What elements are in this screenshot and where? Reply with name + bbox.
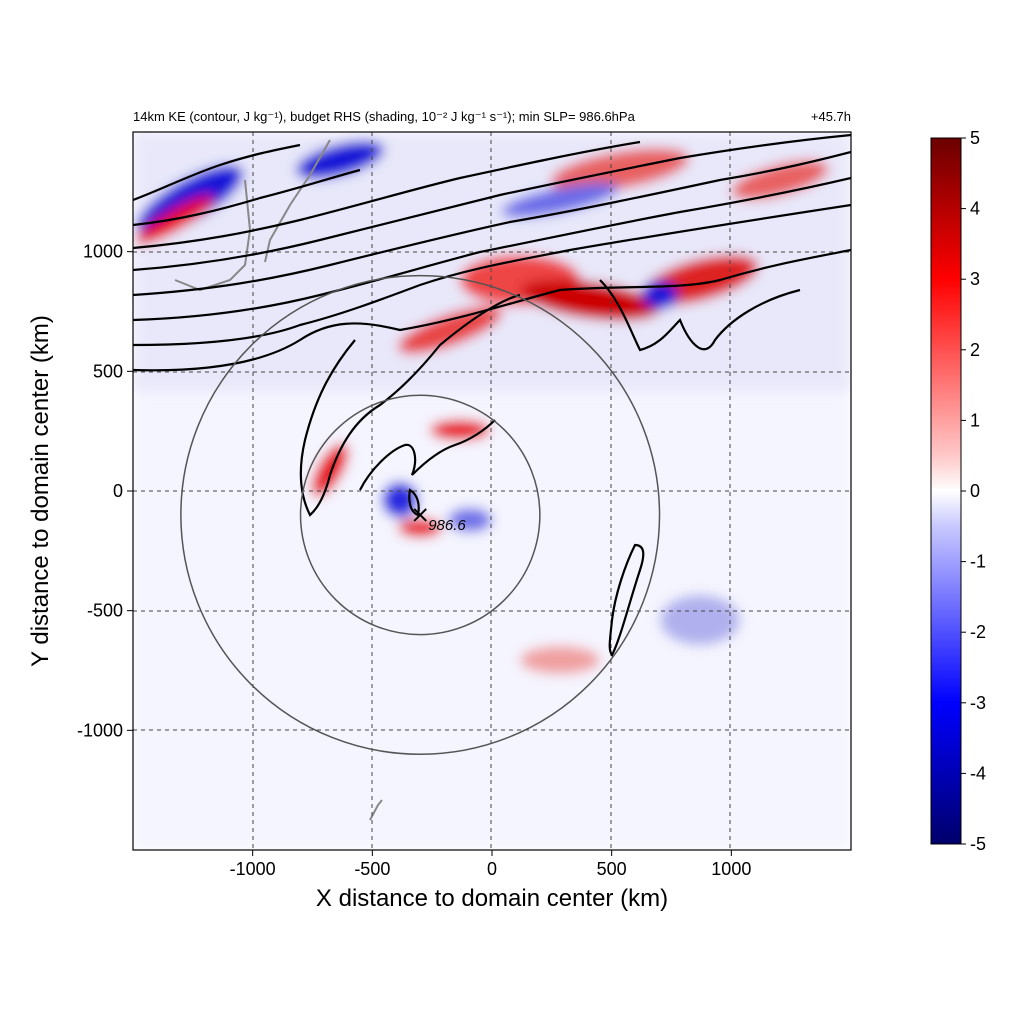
radius-ring (180, 274, 661, 756)
colorbar-tick-label: 5 (970, 128, 980, 148)
ke-contour-3 (133, 176, 851, 322)
ke-contour-2 (133, 203, 851, 347)
y-tick-label: 500 (93, 361, 123, 381)
colorbar-tick-label: -2 (970, 622, 986, 642)
ke-contour-spiral-inner (359, 419, 496, 491)
colorbar-ticks: 5 4 3 2 1 0 -1 -2 -3 -4 -5 (961, 128, 986, 854)
radius-ring (299, 394, 541, 636)
x-tick-label: -500 (354, 859, 390, 879)
y-axis-title: Y distance to domain center (km) (27, 315, 54, 667)
colorbar-tick-label: 2 (970, 340, 980, 360)
radius-rings (180, 274, 661, 756)
storm-center-marker (413, 508, 427, 522)
shading-red-south (520, 646, 600, 674)
y-tick-label: 0 (113, 481, 123, 501)
x-tick-label: 500 (597, 859, 627, 879)
colorbar-tick-label: 4 (970, 199, 980, 219)
shading-red-jet-2 (520, 279, 660, 321)
coastline-japan (264, 139, 331, 263)
colorbar-gradient (930, 137, 962, 845)
ke-contour-spiral-outer (299, 293, 521, 517)
ke-contour-7 (133, 168, 361, 227)
x-tick-label: 1000 (711, 859, 751, 879)
shading-red-spiral-2 (430, 420, 490, 440)
ke-contours (133, 133, 851, 657)
colorbar-tick-label: -1 (970, 552, 986, 572)
coastline-island (369, 799, 383, 821)
ke-contour-8 (133, 143, 301, 202)
shading-blue-jet-2 (501, 182, 619, 218)
shading-red-nw (135, 195, 215, 245)
forecast-hour: +45.7h (811, 109, 851, 124)
colorbar-tick-label: 0 (970, 481, 980, 501)
shading-red-jet-6 (731, 160, 829, 200)
ke-contour-5 (133, 133, 851, 272)
shading-red-core (398, 519, 442, 537)
shading-blue-core (382, 482, 418, 518)
plot-area: 986.6 (133, 132, 851, 850)
y-tick-label: 1000 (83, 242, 123, 262)
colorbar-tick-label: -3 (970, 693, 986, 713)
shading-blue-east (448, 508, 492, 532)
shading-blue-jet (642, 281, 678, 309)
shading-blue-se (660, 595, 740, 645)
storm-center-label: 986.6 (428, 517, 466, 534)
y-tick-label: -500 (87, 601, 123, 621)
y-axis-ticks: -1000 -500 0 500 1000 (77, 242, 133, 740)
ke-contour-se (608, 543, 645, 657)
storm-center: 986.6 (413, 508, 466, 534)
colorbar-tick-label: 1 (970, 410, 980, 430)
colorbar-tick-label: 3 (970, 269, 980, 289)
ke-contour-core (408, 488, 420, 517)
colorbar-tick-label: -4 (970, 763, 986, 783)
shading-red-spiral-1 (311, 443, 349, 497)
shading-band-south (133, 390, 851, 850)
colorbar: 5 4 3 2 1 0 -1 -2 -3 -4 -5 (930, 128, 986, 854)
y-tick-label: -1000 (77, 720, 123, 740)
x-tick-label: 0 (487, 859, 497, 879)
ke-contour-4 (133, 150, 851, 297)
shading-blue-n (296, 141, 384, 179)
x-axis-ticks: -1000 -500 0 500 1000 (230, 850, 751, 879)
colorbar-tick-label: -5 (970, 834, 986, 854)
ke-contour-jet-loop (599, 279, 801, 352)
plot-title: 14km KE (contour, J kg⁻¹), budget RHS (s… (133, 109, 636, 124)
ke-contour-6 (133, 140, 641, 250)
x-tick-label: -1000 (230, 859, 276, 879)
x-axis-title: X distance to domain center (km) (316, 885, 668, 912)
